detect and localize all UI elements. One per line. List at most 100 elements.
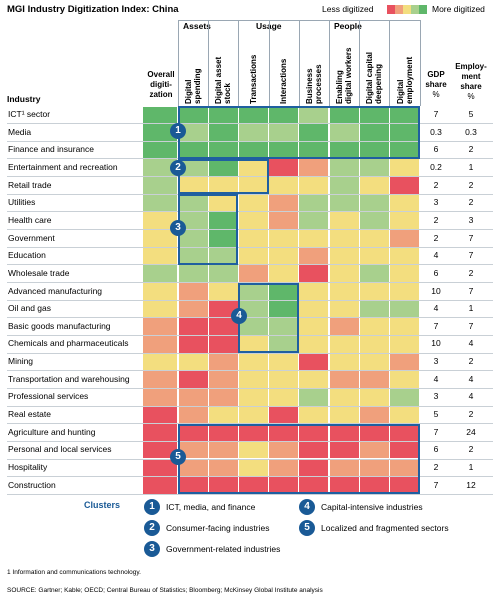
column-divider — [208, 20, 210, 106]
overall-cell — [143, 247, 177, 265]
heatmap-cell — [178, 106, 208, 124]
source-note: SOURCE: Gartner; Kable; OECD; Central Bu… — [7, 587, 323, 594]
clusters-title: Clusters — [84, 500, 121, 510]
heatmap-cell — [208, 388, 238, 406]
industry-label: Agriculture and hunting — [8, 426, 96, 437]
heatmap-cell — [269, 300, 299, 318]
cluster-1-badge: 1 — [170, 123, 186, 140]
industry-label: Education — [8, 250, 46, 261]
industry-label: Entertainment and recreation — [8, 161, 118, 172]
column-header: Interactions — [279, 59, 288, 104]
heatmap-cell — [208, 300, 238, 318]
header-gdp-line: GDP — [427, 70, 445, 79]
heatmap-cell — [208, 177, 238, 194]
overall-cell — [143, 388, 177, 406]
column-divider — [178, 20, 179, 106]
employment-share-value: 4 — [468, 338, 474, 349]
header-overall-line: Overall — [147, 70, 175, 79]
column-header-line: deepening — [374, 63, 384, 104]
heatmap-cell — [299, 388, 329, 406]
heatmap-cell — [389, 283, 420, 300]
heatmap-cell — [359, 353, 389, 371]
heatmap-cell — [389, 177, 420, 194]
heatmap-cell — [329, 300, 359, 318]
row-divider — [7, 458, 493, 460]
heatmap-cell — [299, 212, 329, 230]
industry-label: Media — [8, 126, 32, 137]
header-overall-line: zation — [149, 90, 173, 99]
heatmap-cell — [238, 459, 269, 477]
header-gdp-line: share — [425, 80, 447, 89]
employment-share-value: 2 — [468, 179, 474, 190]
heatmap-cell — [178, 318, 208, 335]
industry-label: Construction — [8, 479, 56, 490]
overall-cell — [143, 335, 177, 353]
industry-label: Basic goods manufacturing — [8, 320, 111, 331]
heatmap-cell — [208, 159, 238, 177]
heatmap-cell — [329, 388, 359, 406]
heatmap-cell — [329, 283, 359, 300]
gdp-share-value: 3 — [433, 391, 439, 402]
heatmap-cell — [389, 247, 420, 265]
column-header: Digital capital deepening — [365, 52, 383, 104]
heatmap-cell — [208, 265, 238, 282]
heatmap-cell — [359, 247, 389, 265]
heatmap-cell — [208, 212, 238, 230]
heatmap-cell — [208, 335, 238, 353]
column-header-line: Interactions — [279, 58, 289, 104]
heatmap-cell — [329, 265, 359, 282]
heatmap-cell — [329, 335, 359, 353]
header-industry: Industry — [7, 94, 41, 104]
row-divider — [7, 299, 493, 301]
gdp-share-value: 2 — [433, 232, 439, 243]
employment-share-value: 24 — [466, 426, 476, 437]
employment-share-value: 7 — [468, 232, 474, 243]
column-header: Enabling digital workers — [335, 48, 353, 104]
gdp-share-value: 3 — [433, 197, 439, 208]
employment-share-value: 3 — [468, 214, 474, 225]
employment-share-value: 2 — [468, 267, 474, 278]
heatmap-cell — [299, 459, 329, 477]
heatmap-cell — [208, 371, 238, 388]
row-divider — [7, 334, 493, 336]
column-divider — [359, 20, 361, 106]
overall-cell — [143, 159, 177, 177]
row-divider — [7, 246, 493, 248]
heatmap-cell — [359, 300, 389, 318]
employment-share-value: 0.3 — [465, 126, 477, 137]
column-divider — [298, 20, 300, 106]
gdp-share-value: 7 — [433, 479, 439, 490]
cluster-outline — [178, 423, 420, 495]
heatmap-cell — [329, 177, 359, 194]
heatmap-cell — [359, 159, 389, 177]
heatmap-cell — [269, 335, 299, 353]
heatmap-cell — [178, 230, 208, 247]
header-emp-line: Employ- — [455, 62, 487, 71]
heatmap-cell — [359, 424, 389, 441]
industry-label: Utilities — [8, 197, 36, 208]
overall-cell — [143, 300, 177, 318]
column-header: Digital asset stock — [214, 57, 232, 104]
gdp-share-value: 0.3 — [430, 126, 442, 137]
row-divider — [7, 317, 493, 319]
heatmap-cell — [359, 441, 389, 459]
employment-share-value: 2 — [468, 444, 474, 455]
column-header-line: stock — [223, 83, 233, 104]
heatmap-cell — [329, 247, 359, 265]
industry-label: Advanced manufacturing — [8, 285, 103, 296]
heatmap-cell — [178, 388, 208, 406]
overall-cell — [143, 194, 177, 212]
overall-cell — [143, 141, 177, 159]
gdp-share-value: 4 — [433, 303, 439, 314]
heatmap-cell — [238, 353, 269, 371]
heatmap-cell — [359, 318, 389, 335]
overall-cell — [143, 441, 177, 459]
heatmap-cell — [299, 353, 329, 371]
group-header-assets: Assets — [183, 21, 211, 31]
heatmap-cell — [329, 124, 359, 141]
header-overall-line: digiti- — [150, 80, 172, 89]
heatmap-cell — [359, 335, 389, 353]
cluster-legend-label: Localized and fragmented sectors — [321, 523, 449, 533]
header-emp-line: share — [460, 82, 482, 91]
heatmap-cell — [269, 230, 299, 247]
